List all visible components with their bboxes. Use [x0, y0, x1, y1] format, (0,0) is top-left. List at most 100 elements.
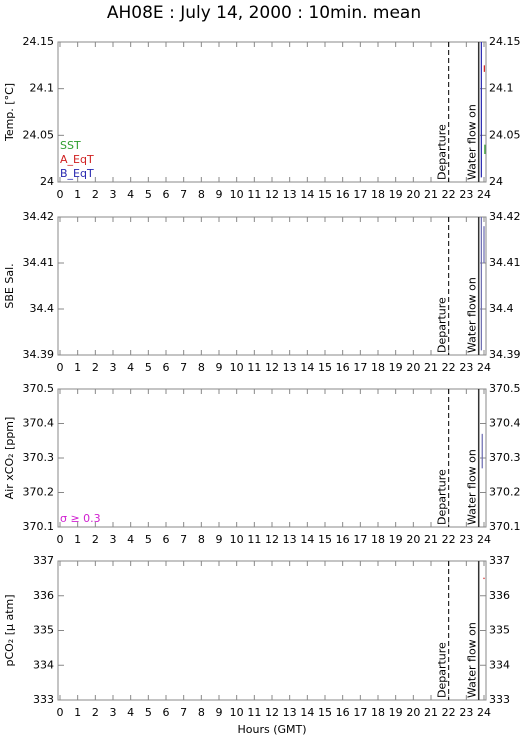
x-tick-label: 4 [127, 361, 134, 374]
event-label: Departure [436, 124, 449, 180]
x-tick-label: 6 [163, 188, 170, 201]
x-tick-label: 5 [145, 188, 152, 201]
x-tick-label: 12 [265, 706, 279, 719]
x-tick-label: 21 [424, 706, 438, 719]
x-tick-label: 12 [265, 188, 279, 201]
x-tick-label: 17 [353, 706, 367, 719]
x-tick-label: 10 [230, 361, 244, 374]
x-tick-label: 19 [389, 188, 403, 201]
x-tick-label: 17 [353, 188, 367, 201]
x-tick-label: 9 [216, 533, 223, 546]
y-axis-label: Air xCO₂ [ppm] [3, 417, 16, 500]
x-tick-label: 21 [424, 361, 438, 374]
x-tick-label: 14 [300, 533, 314, 546]
y-tick-label: 337 [33, 554, 54, 567]
y-tick-label: 370.2 [23, 486, 55, 499]
x-tick-label: 18 [371, 361, 385, 374]
x-tick-label: 19 [389, 706, 403, 719]
x-tick-label: 17 [353, 361, 367, 374]
y-tick-label: 333 [33, 693, 54, 706]
x-tick-label: 24 [477, 533, 491, 546]
x-tick-label: 22 [442, 706, 456, 719]
x-tick-label: 7 [180, 706, 187, 719]
x-tick-label: 18 [371, 706, 385, 719]
x-tick-label: 12 [265, 533, 279, 546]
x-tick-label: 11 [247, 706, 261, 719]
x-tick-label: 10 [230, 188, 244, 201]
x-tick-label: 15 [318, 706, 332, 719]
x-tick-label: 6 [163, 361, 170, 374]
y-tick-label-right: 370.1 [489, 520, 521, 533]
legend-entry: A_EqT [60, 153, 94, 166]
x-tick-label: 11 [247, 188, 261, 201]
x-tick-label: 18 [371, 533, 385, 546]
x-tick-label: 9 [216, 361, 223, 374]
x-tick-label: 5 [145, 361, 152, 374]
x-tick-label: 3 [110, 188, 117, 201]
x-tick-label: 16 [336, 188, 350, 201]
x-tick-label: 19 [389, 361, 403, 374]
y-tick-label: 335 [33, 624, 54, 637]
y-tick-label-right: 24.05 [489, 128, 521, 141]
y-tick-label-right: 34.41 [489, 256, 521, 269]
y-tick-label-right: 370.5 [489, 382, 521, 395]
x-tick-label: 4 [127, 706, 134, 719]
event-label: Departure [436, 297, 449, 353]
x-tick-label: 12 [265, 361, 279, 374]
plot-frame [57, 560, 487, 701]
x-tick-label: 6 [163, 533, 170, 546]
x-tick-label: 8 [198, 361, 205, 374]
x-tick-label: 11 [247, 533, 261, 546]
x-tick-label: 15 [318, 533, 332, 546]
x-tick-label: 7 [180, 533, 187, 546]
x-tick-label: 14 [300, 361, 314, 374]
y-tick-label-right: 24.1 [489, 82, 514, 95]
x-tick-label: 16 [336, 706, 350, 719]
y-tick-label: 34.39 [23, 348, 55, 361]
x-tick-label: 1 [74, 533, 81, 546]
plot-frame [57, 388, 487, 528]
x-tick-label: 4 [127, 533, 134, 546]
x-tick-label: 16 [336, 533, 350, 546]
y-tick-label: 370.1 [23, 520, 55, 533]
y-tick-label-right: 34.42 [489, 210, 521, 223]
x-tick-label: 13 [283, 361, 297, 374]
y-tick-label-right: 370.4 [489, 417, 521, 430]
x-tick-label: 24 [477, 361, 491, 374]
x-tick-label: 0 [57, 188, 64, 201]
x-tick-label: 4 [127, 188, 134, 201]
x-tick-label: 15 [318, 361, 332, 374]
legend-entry: σ ≥ 0.3 [60, 512, 101, 525]
y-tick-label-right: 24 [489, 175, 503, 188]
x-tick-label: 13 [283, 188, 297, 201]
x-tick-label: 23 [459, 361, 473, 374]
x-tick-label: 0 [57, 361, 64, 374]
y-axis-label: Temp. [°C] [3, 83, 16, 142]
x-tick-label: 21 [424, 188, 438, 201]
x-tick-label: 21 [424, 533, 438, 546]
x-tick-label: 22 [442, 533, 456, 546]
y-tick-label: 24.05 [23, 128, 55, 141]
x-tick-label: 23 [459, 533, 473, 546]
event-label: Departure [436, 469, 449, 525]
y-tick-label: 34.42 [23, 210, 55, 223]
x-tick-label: 20 [406, 533, 420, 546]
x-tick-label: 8 [198, 706, 205, 719]
x-tick-label: 5 [145, 706, 152, 719]
x-tick-label: 8 [198, 188, 205, 201]
x-tick-label: 17 [353, 533, 367, 546]
x-tick-label: 9 [216, 706, 223, 719]
x-tick-label: 1 [74, 361, 81, 374]
x-tick-label: 11 [247, 361, 261, 374]
x-tick-label: 24 [477, 706, 491, 719]
x-tick-label: 3 [110, 706, 117, 719]
y-tick-label-right: 34.39 [489, 348, 521, 361]
x-tick-label: 8 [198, 533, 205, 546]
y-tick-label: 334 [33, 658, 54, 671]
y-tick-label-right: 334 [489, 658, 510, 671]
legend-entry: SST [60, 139, 81, 152]
x-tick-label: 5 [145, 533, 152, 546]
x-tick-label: 0 [57, 533, 64, 546]
